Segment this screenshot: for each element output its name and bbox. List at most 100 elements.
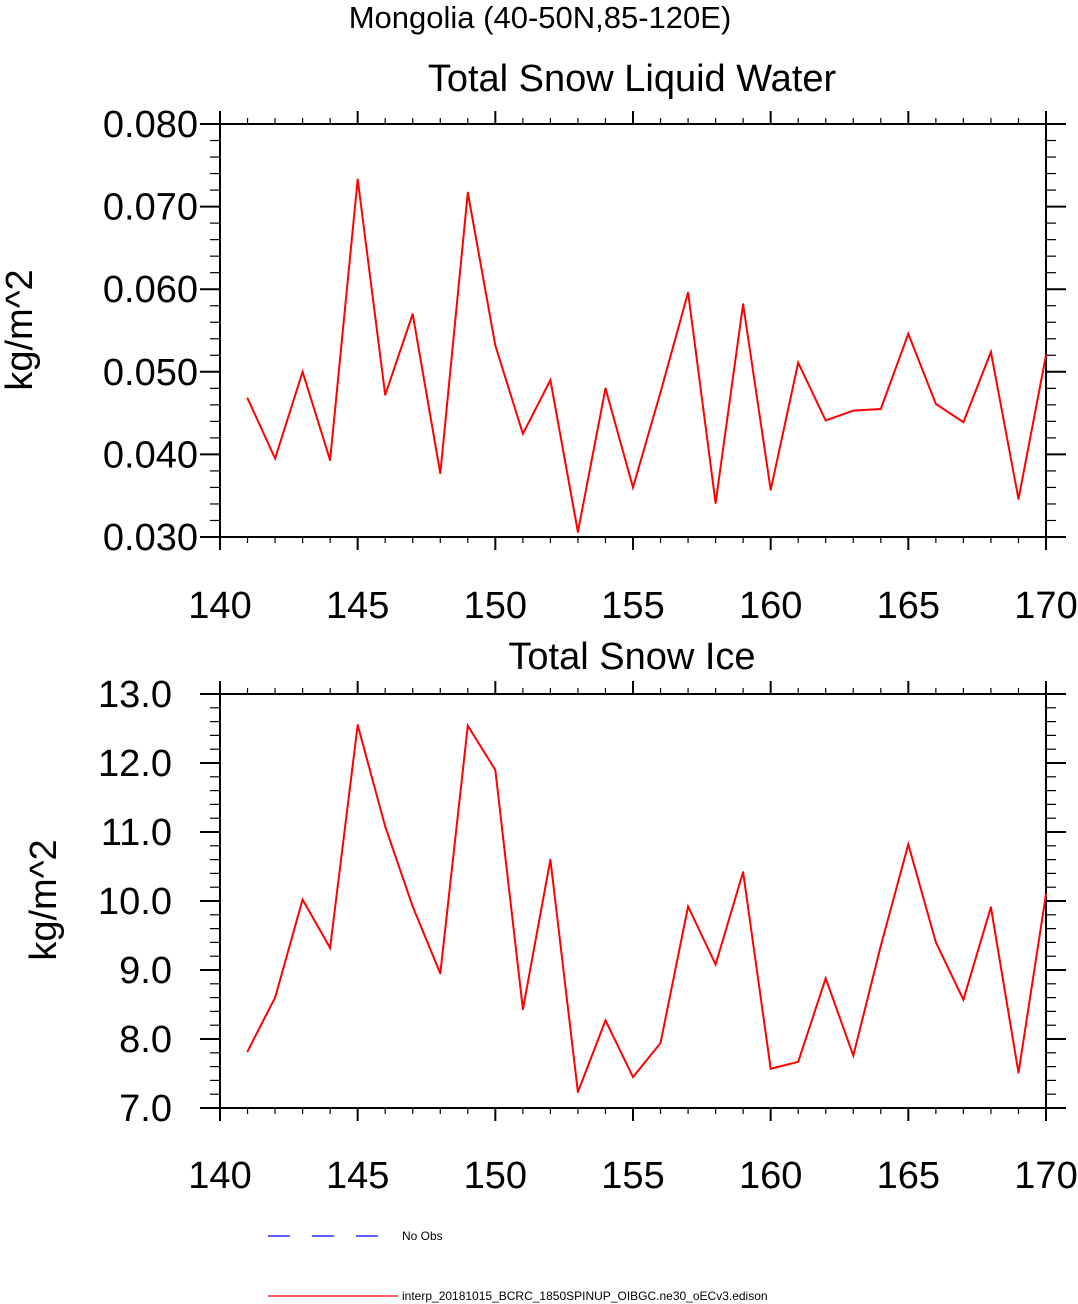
data-point xyxy=(494,344,497,347)
legend: No Obs interp_20181015_BCRC_1850SPINUP_O… xyxy=(268,1229,768,1303)
data-point xyxy=(1045,893,1047,895)
x-tick-label: 140 xyxy=(188,1155,251,1197)
major-ticks xyxy=(200,681,1066,1121)
data-point xyxy=(632,1076,634,1078)
y-tick-label: 0.030 xyxy=(103,517,198,559)
y-tick-label: 8.0 xyxy=(119,1019,172,1061)
y-tick-label: 13.0 xyxy=(98,674,172,716)
data-point xyxy=(1017,498,1020,500)
data-points xyxy=(246,724,1047,1094)
x-tick-label: 145 xyxy=(326,585,389,627)
data-point xyxy=(797,361,800,364)
data-point xyxy=(632,486,634,489)
x-tick-label: 155 xyxy=(601,1155,664,1197)
data-point xyxy=(714,502,717,505)
x-tick-label: 160 xyxy=(739,1155,802,1197)
x-tick-labels: 140 145 150 155 160 165 170 xyxy=(188,1155,1077,1197)
data-point xyxy=(742,871,745,873)
data-point xyxy=(769,1067,772,1070)
data-point xyxy=(824,977,827,980)
data-point xyxy=(852,409,855,412)
y-axis-label: kg/m^2 xyxy=(23,839,65,960)
x-tick-label: 140 xyxy=(188,585,251,627)
data-point xyxy=(329,947,332,949)
panel-snow-liquid-water: Total Snow Liquid Water kg/m^2 140 145 150… xyxy=(0,58,1078,627)
data-point xyxy=(356,178,359,181)
x-tick-label: 165 xyxy=(877,1155,940,1197)
data-point xyxy=(714,963,717,966)
data-point xyxy=(604,387,607,390)
data-point xyxy=(907,843,910,846)
y-tick-label: 0.060 xyxy=(103,269,198,311)
x-tick-label: 145 xyxy=(326,1155,389,1197)
data-point xyxy=(577,531,579,533)
data-point xyxy=(687,905,689,908)
series-line xyxy=(246,722,1047,1093)
x-tick-label: 170 xyxy=(1014,1155,1077,1197)
legend-label-model: interp_20181015_BCRC_1850SPINUP_OIBGC.ne… xyxy=(402,1289,768,1303)
data-point xyxy=(907,332,910,335)
y-tick-label: 7.0 xyxy=(119,1088,172,1130)
data-point xyxy=(521,1008,524,1011)
panel-title: Total Snow Liquid Water xyxy=(428,58,837,100)
x-tick-label: 160 xyxy=(739,585,802,627)
data-point xyxy=(384,394,387,396)
data-point xyxy=(439,472,442,475)
y-tick-label: 12.0 xyxy=(98,743,172,785)
data-point xyxy=(439,972,442,975)
region-title: Mongolia (40-50N,85-120E) xyxy=(349,0,732,35)
y-tick-label: 0.050 xyxy=(103,352,198,394)
series-line xyxy=(246,179,1047,533)
legend-label-no-obs: No Obs xyxy=(402,1229,443,1243)
x-tick-label: 165 xyxy=(877,585,940,627)
data-point xyxy=(824,419,827,422)
y-tick-label: 11.0 xyxy=(101,812,172,854)
data-point xyxy=(411,313,414,315)
data-point xyxy=(549,858,552,861)
y-tick-label: 0.070 xyxy=(103,187,198,229)
data-point xyxy=(274,996,276,999)
data-point xyxy=(577,1091,579,1094)
data-point xyxy=(329,459,332,462)
data-point xyxy=(934,403,937,405)
plot-frame xyxy=(219,693,1047,1109)
data-point xyxy=(274,457,276,460)
x-tick-label: 170 xyxy=(1014,585,1077,627)
data-point xyxy=(246,397,249,400)
data-point xyxy=(384,825,387,828)
data-point xyxy=(246,1050,249,1053)
y-tick-labels: 7.0 8.0 9.0 10.0 11.0 12.0 13.0 xyxy=(98,674,172,1130)
x-tick-label: 150 xyxy=(464,585,527,627)
data-point xyxy=(494,769,497,771)
data-point xyxy=(411,905,414,908)
data-point xyxy=(604,1019,607,1022)
data-point xyxy=(852,1054,855,1057)
data-point xyxy=(659,391,662,394)
plot-frame xyxy=(219,123,1047,538)
data-point xyxy=(356,724,359,726)
minor-ticks xyxy=(210,118,1056,543)
y-tick-label: 9.0 xyxy=(119,950,172,992)
major-ticks xyxy=(200,111,1066,550)
data-point xyxy=(1045,354,1047,357)
data-point xyxy=(301,370,304,373)
data-points xyxy=(246,178,1047,533)
x-tick-labels: 140 145 150 155 160 165 170 xyxy=(188,585,1077,627)
panel-title: Total Snow Ice xyxy=(508,636,755,678)
x-tick-label: 155 xyxy=(601,585,664,627)
data-point xyxy=(521,432,524,435)
y-tick-labels: 0.030 0.040 0.050 0.060 0.070 0.080 xyxy=(103,104,198,559)
data-point xyxy=(769,489,772,491)
data-point xyxy=(1017,1071,1020,1074)
y-tick-label: 0.040 xyxy=(103,434,198,476)
y-tick-label: 0.080 xyxy=(103,104,198,146)
data-point xyxy=(466,191,469,194)
x-tick-label: 150 xyxy=(464,1155,527,1197)
data-point xyxy=(990,906,992,909)
data-point xyxy=(962,421,965,424)
data-point xyxy=(879,408,882,410)
data-point xyxy=(549,379,552,381)
y-axis-label: kg/m^2 xyxy=(0,269,41,390)
data-point xyxy=(466,724,469,727)
y-tick-label: 10.0 xyxy=(98,881,172,923)
